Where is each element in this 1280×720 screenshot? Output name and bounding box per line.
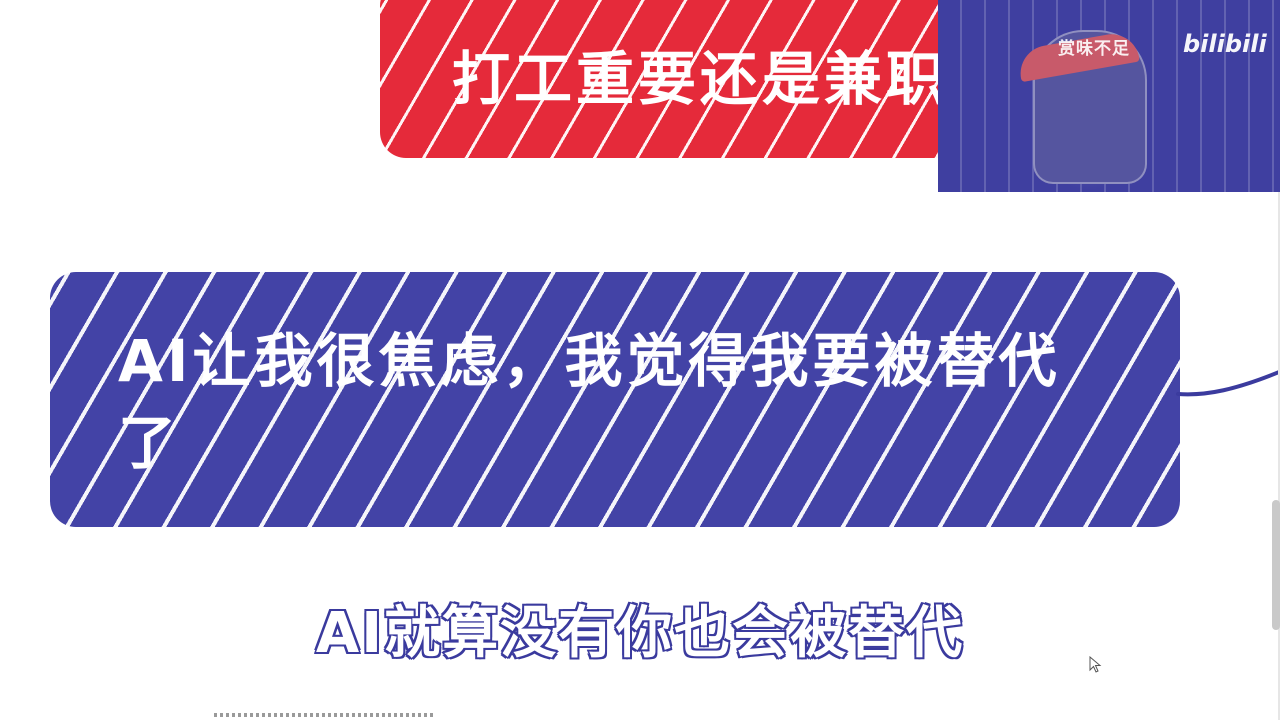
bilibili-logo: bilibili <box>1183 30 1267 58</box>
video-subtitle: AI就算没有你也会被替代 <box>314 600 965 668</box>
mouse-pointer-icon <box>1089 656 1102 673</box>
scrollbar-track <box>1278 192 1280 720</box>
mindmap-node-top-label: 打工重要还是兼职 <box>452 45 949 113</box>
mindmap-node-main-label: AI让我很焦虑，我觉得我要被替代了 <box>118 327 1061 477</box>
mindmap-node-main[interactable]: AI让我很焦虑，我觉得我要被替代了 <box>50 272 1180 527</box>
bottom-dashed-strip <box>214 713 434 717</box>
webcam-overlay: 赏味不足 bilibili <box>938 0 1280 192</box>
channel-watermark: 赏味不足 <box>1058 39 1130 59</box>
mindmap-node-top[interactable]: 打工重要还是兼职 <box>380 0 1020 158</box>
vertical-scrollbar-thumb[interactable] <box>1272 500 1280 630</box>
mindmap-connector-line <box>1176 369 1280 397</box>
